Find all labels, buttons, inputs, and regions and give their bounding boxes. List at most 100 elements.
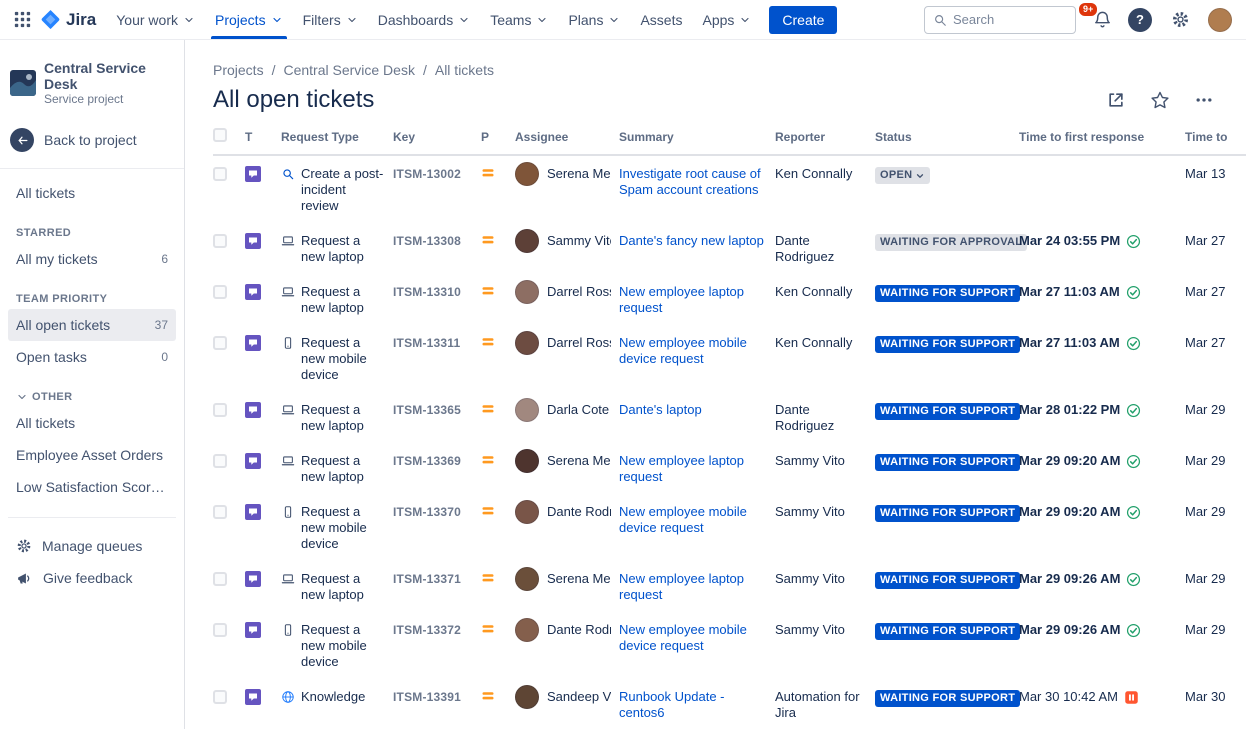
- nav-item-assets[interactable]: Assets: [630, 0, 692, 39]
- sidebar-item-manage-queues[interactable]: Manage queues: [8, 530, 176, 562]
- sidebar-section-heading-other[interactable]: OTHER: [16, 391, 168, 403]
- search-input[interactable]: [953, 12, 1067, 27]
- notifications-button[interactable]: 9+: [1077, 0, 1114, 32]
- nav-item-teams[interactable]: Teams: [480, 0, 558, 39]
- status-badge[interactable]: WAITING FOR SUPPORT: [875, 336, 1021, 354]
- nav-item-plans[interactable]: Plans: [558, 0, 630, 39]
- breadcrumb-queue-name[interactable]: All tickets: [434, 62, 494, 78]
- table-row[interactable]: Request a new laptop ITSM-13371 Serena M…: [213, 561, 1246, 612]
- export-icon: [1106, 90, 1126, 110]
- summary-link[interactable]: Runbook Update - centos6: [619, 689, 725, 720]
- issue-key[interactable]: ITSM-13370: [393, 505, 462, 519]
- sidebar-item-all-tickets[interactable]: All tickets: [8, 407, 176, 439]
- help-button[interactable]: ?: [1128, 7, 1152, 32]
- table-row[interactable]: Request a new mobile device ITSM-13311 D…: [213, 325, 1246, 392]
- row-checkbox[interactable]: [213, 234, 227, 248]
- issue-key[interactable]: ITSM-13391: [393, 690, 462, 704]
- nav-item-apps[interactable]: Apps: [692, 0, 761, 39]
- tickets-table: T Request Type Key P Assignee Summary Re…: [213, 128, 1246, 729]
- status-badge[interactable]: WAITING FOR SUPPORT: [875, 572, 1021, 590]
- star-button[interactable]: [1148, 88, 1172, 112]
- sidebar-item-label: Open tasks: [16, 349, 87, 366]
- column-header-reporter: Reporter: [775, 128, 875, 156]
- create-button[interactable]: Create: [769, 5, 838, 34]
- summary-link[interactable]: Dante's laptop: [619, 402, 702, 417]
- status-badge[interactable]: OPEN: [875, 167, 931, 185]
- issue-key[interactable]: ITSM-13369: [393, 454, 462, 468]
- more-actions-button[interactable]: [1192, 88, 1216, 112]
- row-checkbox[interactable]: [213, 454, 227, 468]
- issue-key[interactable]: ITSM-13310: [393, 285, 462, 299]
- nav-item-your-work[interactable]: Your work: [106, 0, 205, 39]
- nav-item-filters[interactable]: Filters: [293, 0, 368, 39]
- export-button[interactable]: [1104, 88, 1128, 112]
- gear-icon: [16, 538, 32, 554]
- summary-link[interactable]: New employee mobile device request: [619, 504, 747, 535]
- issue-key[interactable]: ITSM-13308: [393, 234, 462, 248]
- search-box[interactable]: [924, 5, 1076, 34]
- issue-key[interactable]: ITSM-13371: [393, 572, 462, 586]
- table-row[interactable]: Request a new laptop ITSM-13308 Sammy Vi…: [213, 223, 1246, 274]
- status-badge[interactable]: WAITING FOR SUPPORT: [875, 623, 1021, 641]
- row-checkbox[interactable]: [213, 572, 227, 586]
- issue-key[interactable]: ITSM-13372: [393, 623, 462, 637]
- row-checkbox[interactable]: [213, 285, 227, 299]
- sidebar-item-employee-asset-orders[interactable]: Employee Asset Orders: [8, 439, 176, 471]
- column-header-type: T: [245, 128, 281, 156]
- summary-link[interactable]: New employee mobile device request: [619, 622, 747, 653]
- request-type-label: Knowledge: [301, 689, 366, 704]
- status-badge[interactable]: WAITING FOR SUPPORT: [875, 403, 1021, 421]
- summary-link[interactable]: Investigate root cause of Spam account c…: [619, 166, 761, 197]
- reporter-name: Automation for Jira: [775, 689, 860, 720]
- table-row[interactable]: Request a new laptop ITSM-13310 Darrel R…: [213, 274, 1246, 325]
- sidebar-item-give-feedback[interactable]: Give feedback: [8, 562, 176, 594]
- profile-avatar[interactable]: [1208, 7, 1232, 32]
- nav-item-projects[interactable]: Projects: [205, 0, 293, 39]
- chevron-down-icon: [458, 14, 470, 26]
- table-row[interactable]: Create a post-incident review ITSM-13002…: [213, 155, 1246, 223]
- summary-link[interactable]: New employee mobile device request: [619, 335, 747, 366]
- row-checkbox[interactable]: [213, 623, 227, 637]
- status-badge[interactable]: WAITING FOR SUPPORT: [875, 505, 1021, 523]
- summary-link[interactable]: New employee laptop request: [619, 284, 745, 315]
- status-badge[interactable]: WAITING FOR APPROVAL: [875, 234, 1028, 252]
- breadcrumb-project-name[interactable]: Central Service Desk: [283, 62, 434, 78]
- issue-key[interactable]: ITSM-13365: [393, 403, 462, 417]
- table-row[interactable]: Request a new laptop ITSM-13369 Serena M…: [213, 443, 1246, 494]
- sidebar-item-all-my-tickets[interactable]: All my tickets 6: [8, 243, 176, 275]
- project-avatar: [10, 70, 36, 97]
- row-checkbox[interactable]: [213, 167, 227, 181]
- status-label: WAITING FOR SUPPORT: [880, 456, 1016, 468]
- select-all-checkbox[interactable]: [213, 128, 227, 142]
- settings-button[interactable]: [1166, 6, 1194, 34]
- row-checkbox[interactable]: [213, 690, 227, 704]
- reporter-name: Dante Rodriguez: [775, 402, 835, 433]
- jira-logo[interactable]: Jira: [36, 0, 106, 39]
- summary-link[interactable]: New employee laptop request: [619, 453, 745, 484]
- status-badge[interactable]: WAITING FOR SUPPORT: [875, 285, 1021, 303]
- row-checkbox[interactable]: [213, 403, 227, 417]
- row-checkbox[interactable]: [213, 336, 227, 350]
- nav-item-dashboards[interactable]: Dashboards: [368, 0, 481, 39]
- row-checkbox[interactable]: [213, 505, 227, 519]
- table-row[interactable]: Knowledge ITSM-13391 Sandeep Va... Runbo…: [213, 679, 1246, 729]
- sidebar-item-all-tickets[interactable]: All tickets: [8, 177, 176, 209]
- back-to-project-link[interactable]: Back to project: [10, 128, 174, 153]
- sidebar-item-open-tasks[interactable]: Open tasks 0: [8, 341, 176, 373]
- status-badge[interactable]: WAITING FOR SUPPORT: [875, 454, 1021, 472]
- status-badge[interactable]: WAITING FOR SUPPORT: [875, 690, 1021, 708]
- issue-key[interactable]: ITSM-13002: [393, 167, 462, 181]
- issue-key[interactable]: ITSM-13311: [393, 336, 461, 350]
- table-row[interactable]: Request a new laptop ITSM-13365 Darla Co…: [213, 392, 1246, 443]
- nav-item-label: Dashboards: [377, 11, 454, 28]
- breadcrumb-projects[interactable]: Projects: [213, 62, 283, 78]
- summary-link[interactable]: New employee laptop request: [619, 571, 745, 602]
- sidebar-item-all-open-tickets[interactable]: All open tickets 37: [8, 309, 176, 342]
- app-switcher-button[interactable]: [8, 6, 36, 34]
- table-row[interactable]: Request a new mobile device ITSM-13370 D…: [213, 494, 1246, 561]
- project-header: Central Service Desk Service project: [8, 60, 176, 106]
- summary-link[interactable]: Dante's fancy new laptop: [619, 233, 764, 248]
- priority-medium-icon: [481, 571, 495, 585]
- sidebar-item-low-satisfaction-scores-p[interactable]: Low Satisfaction Scores (P...: [8, 471, 176, 503]
- table-row[interactable]: Request a new mobile device ITSM-13372 D…: [213, 612, 1246, 679]
